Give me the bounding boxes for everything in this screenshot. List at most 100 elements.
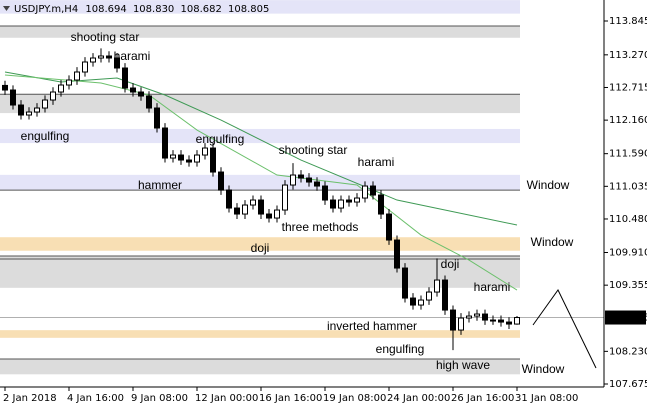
candle-body: [282, 184, 288, 211]
candle-body: [138, 91, 144, 97]
candle-body: [218, 171, 224, 191]
x-tick-label: 2 Jan 2018: [3, 393, 57, 404]
pattern-label: engulfing: [196, 132, 245, 146]
candle-body: [18, 104, 24, 116]
zone: [0, 174, 520, 191]
candle-body: [298, 174, 304, 179]
y-tick-label: 111.035: [609, 181, 647, 192]
candle-body: [186, 159, 192, 163]
candle-body: [82, 61, 88, 73]
menu-icon: [3, 6, 10, 11]
header-high: 108.830: [133, 4, 174, 15]
candle-body: [458, 317, 464, 331]
candle-body: [394, 239, 400, 269]
candle-body: [146, 95, 152, 109]
pattern-label: shooting star: [71, 30, 140, 44]
candle-body: [434, 279, 440, 293]
x-tick-label: 24 Jan 00:00: [387, 393, 450, 404]
zone: [0, 256, 520, 288]
x-tick-label: 19 Jan 08:00: [323, 393, 386, 404]
candle-body: [410, 297, 416, 306]
candle-body: [154, 107, 160, 129]
pattern-label: hammer: [138, 178, 182, 192]
pattern-label: engulfing: [376, 342, 425, 356]
x-tick-label: 12 Jan 00:00: [195, 393, 258, 404]
candle-body: [2, 84, 8, 91]
candle-body: [250, 199, 256, 206]
plot-area: [0, 0, 604, 375]
pattern-label: engulfing: [21, 129, 70, 143]
candle-body: [34, 107, 40, 113]
candle-body: [362, 185, 368, 199]
x-tick-label: 9 Jan 08:00: [131, 393, 188, 404]
candle-body: [266, 213, 272, 219]
candle-body: [442, 279, 448, 311]
candle-body: [74, 71, 80, 81]
pattern-label: harami: [358, 155, 395, 169]
candle-body: [378, 194, 384, 215]
candle-body: [10, 89, 16, 106]
y-tick-label: 113.845: [609, 16, 647, 27]
pattern-label: three methods: [282, 220, 359, 234]
pattern-label: shooting star: [279, 143, 348, 157]
candle-body: [242, 204, 248, 215]
pattern-label: harami: [114, 49, 151, 63]
candle-body: [202, 147, 208, 156]
candle-body: [346, 199, 352, 203]
candle-body: [314, 181, 320, 187]
header-low: 108.682: [180, 4, 221, 15]
candle-body: [234, 207, 240, 215]
chart-header: USDJPY.m,H4 108.694 108.830 108.682 108.…: [14, 4, 269, 15]
zone: [0, 128, 520, 144]
candle-body: [354, 197, 360, 203]
candle-body: [170, 154, 176, 159]
candle-body: [466, 315, 472, 319]
zone: [0, 358, 520, 375]
candle-body: [26, 111, 32, 116]
x-tick-label: 4 Jan 16:00: [67, 393, 124, 404]
last-price-box: [605, 310, 646, 325]
candle-body: [90, 57, 96, 63]
pattern-label: inverted hammer: [327, 319, 417, 333]
zone: [0, 94, 520, 114]
x-tick-label: 16 Jan 16:00: [259, 393, 322, 404]
y-tick-label: 112.715: [609, 82, 647, 93]
symbol: USDJPY.m,H4: [14, 4, 78, 15]
indicator-line: [4, 74, 518, 291]
candle-body: [162, 127, 168, 159]
candle-body: [122, 67, 128, 89]
zone: [0, 330, 520, 338]
candle-body: [210, 147, 216, 173]
candle-body: [490, 319, 496, 322]
candle-body: [290, 174, 296, 186]
candle-body: [106, 55, 112, 59]
candle-body: [330, 199, 336, 209]
header-open: 108.694: [85, 4, 126, 15]
candle-body: [114, 57, 120, 69]
candle-body: [66, 79, 72, 86]
pattern-label: high wave: [436, 358, 490, 372]
candle-body: [98, 55, 104, 59]
candle-body: [402, 267, 408, 299]
candle-body: [514, 317, 520, 325]
candle-body: [274, 209, 280, 219]
y-tick-label: 111.590: [609, 149, 647, 160]
zone: [0, 26, 520, 38]
candle-body: [42, 99, 48, 109]
x-tick-label: 26 Jan 16:00: [451, 393, 514, 404]
candle-body: [418, 299, 424, 306]
y-tick-label: 113.270: [609, 50, 647, 61]
candle-body: [226, 189, 232, 209]
pattern-label: Window: [531, 235, 574, 249]
y-tick-label: 108.230: [609, 346, 647, 357]
zone: [0, 0, 520, 14]
pattern-label: doji: [441, 257, 460, 271]
pattern-label: harami: [474, 280, 511, 294]
y-tick-label: 109.910: [609, 248, 647, 259]
forecast-path: [532, 289, 597, 369]
candle-body: [386, 213, 392, 241]
candle-body: [58, 84, 64, 93]
candle-body: [258, 199, 264, 215]
